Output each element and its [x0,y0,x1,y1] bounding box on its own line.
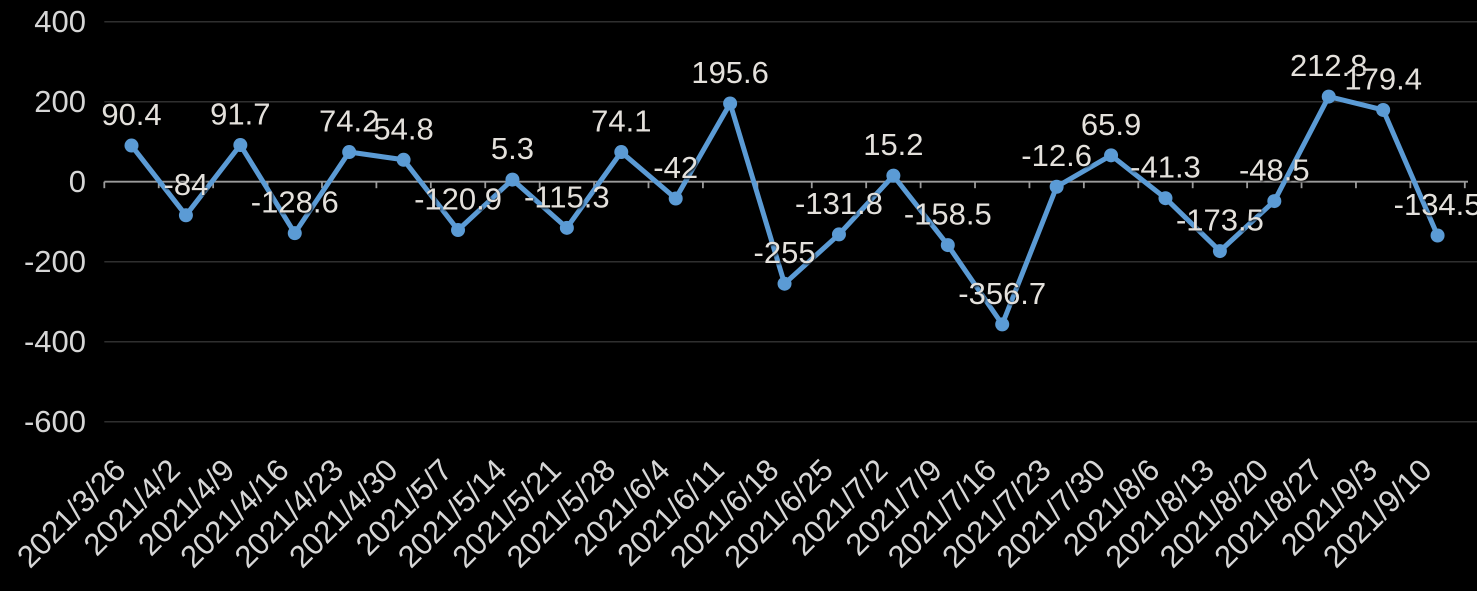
data-label: -356.7 [958,276,1046,311]
data-label: -173.5 [1176,203,1264,238]
data-point-marker [995,317,1010,332]
y-axis-label: -200 [24,244,86,279]
data-label: -42 [653,150,698,185]
data-point-marker [1430,228,1445,243]
data-label: 74.1 [591,104,651,139]
data-label: -12.6 [1021,138,1092,173]
data-label: -84 [164,167,209,202]
data-point-marker [559,220,574,235]
data-point-marker [777,276,792,291]
data-label: -41.3 [1130,150,1201,185]
data-label: 212.8 [1290,48,1368,83]
data-point-marker [1376,102,1391,117]
data-label: -255 [754,235,816,270]
data-label: 65.9 [1081,107,1141,142]
data-point-marker [1267,194,1282,209]
data-label: 90.4 [101,97,161,132]
data-point-marker [124,138,139,153]
data-point-marker [287,226,302,241]
data-point-marker [723,96,738,111]
y-axis-label: 400 [34,4,86,39]
data-point-marker [396,152,411,167]
data-label: -120.9 [414,182,502,217]
data-label: -131.8 [795,186,883,221]
data-point-marker [1212,244,1227,259]
data-point-marker [831,227,846,242]
data-point-marker [1158,191,1173,206]
data-point-marker [451,223,466,238]
data-point-marker [940,238,955,253]
data-label: 195.6 [691,55,769,90]
data-label: 5.3 [491,131,534,166]
data-label: 91.7 [210,97,270,132]
y-axis-label: -400 [24,324,86,359]
data-label: 74.2 [319,104,379,139]
data-label: 54.8 [373,111,433,146]
data-point-marker [342,145,357,160]
data-point-marker [505,172,520,187]
data-point-marker [233,138,248,153]
data-label: -128.6 [251,185,339,220]
data-label: 179.4 [1344,61,1422,96]
data-label: -115.3 [524,179,610,214]
data-point-marker [614,145,629,160]
data-point-marker [1321,89,1336,104]
y-axis-label: 0 [69,164,86,199]
data-point-marker [886,168,901,183]
data-label: -134.5 [1394,187,1477,222]
data-label: 15.2 [863,127,923,162]
y-axis-label: -600 [24,404,86,439]
y-axis-label: 200 [34,84,86,119]
data-point-marker [668,191,683,206]
data-label: -158.5 [904,197,992,232]
data-label: -48.5 [1239,153,1310,188]
data-point-marker [1104,148,1119,163]
data-point-marker [1049,179,1064,194]
data-point-marker [178,208,193,223]
